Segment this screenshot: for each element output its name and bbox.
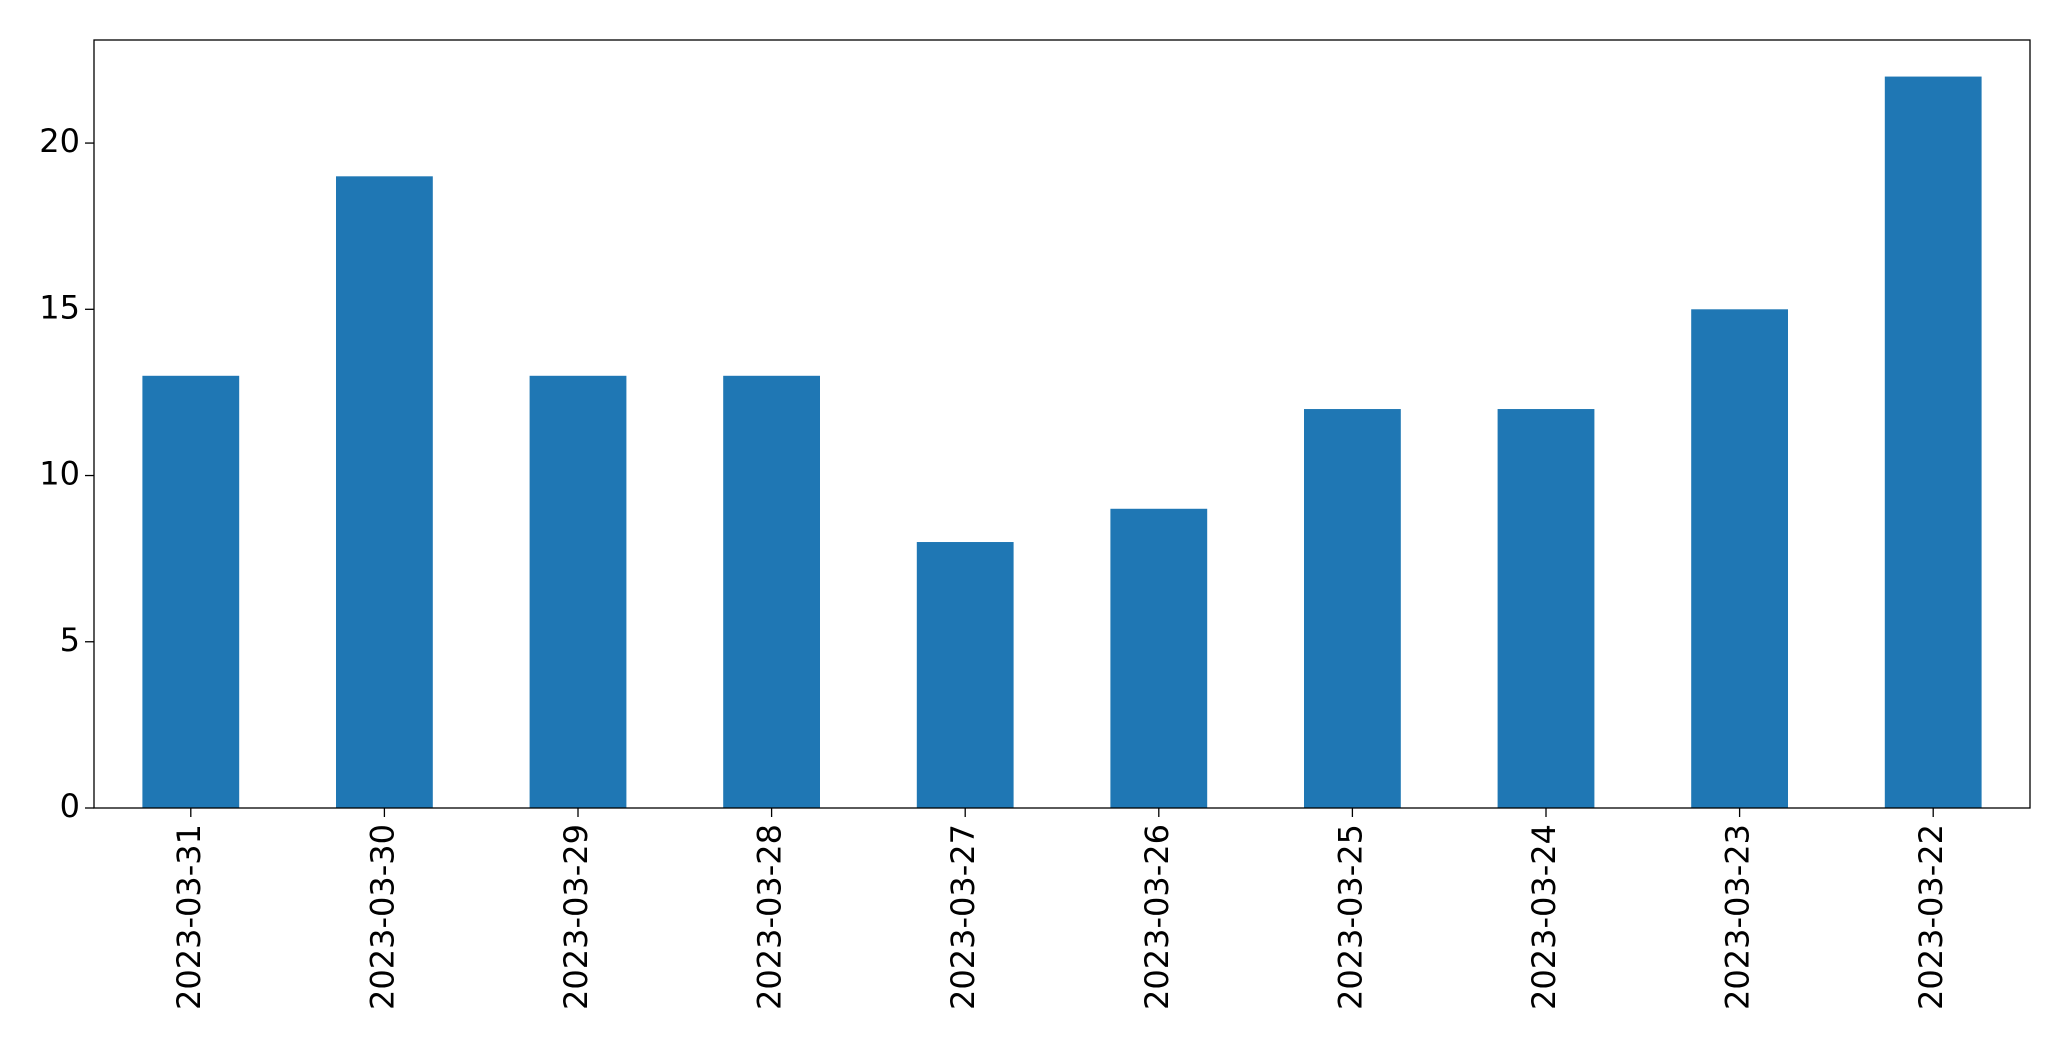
bar xyxy=(1304,409,1401,808)
bar xyxy=(142,375,240,808)
x-tick-label: 2023-03-23 xyxy=(1719,824,1757,1010)
x-tick-label: 2023-03-27 xyxy=(944,824,982,1010)
x-tick-label: 2023-03-26 xyxy=(1138,824,1176,1010)
plot-frame xyxy=(93,39,2031,809)
y-tick-label: 20 xyxy=(39,122,80,160)
bar xyxy=(916,542,1014,808)
bar xyxy=(336,176,433,808)
x-tick-label: 2023-03-22 xyxy=(1912,824,1950,1010)
x-tick-label: 2023-03-30 xyxy=(363,824,401,1010)
bar xyxy=(529,375,627,808)
bar xyxy=(1497,409,1595,808)
x-tick-label: 2023-03-28 xyxy=(751,824,789,1010)
x-tick-label: 2023-03-24 xyxy=(1525,824,1563,1010)
x-tick-label: 2023-03-25 xyxy=(1331,824,1369,1010)
x-tick-label: 2023-03-31 xyxy=(170,824,208,1010)
y-tick-label: 15 xyxy=(39,288,80,326)
bar xyxy=(1110,508,1208,808)
bar xyxy=(1691,309,1788,808)
y-tick-label: 10 xyxy=(39,455,80,493)
y-tick-label: 5 xyxy=(60,621,80,659)
x-tick-label: 2023-03-29 xyxy=(557,824,595,1010)
bar xyxy=(723,375,820,808)
bar xyxy=(1884,76,1982,809)
y-tick-label: 0 xyxy=(60,787,80,825)
